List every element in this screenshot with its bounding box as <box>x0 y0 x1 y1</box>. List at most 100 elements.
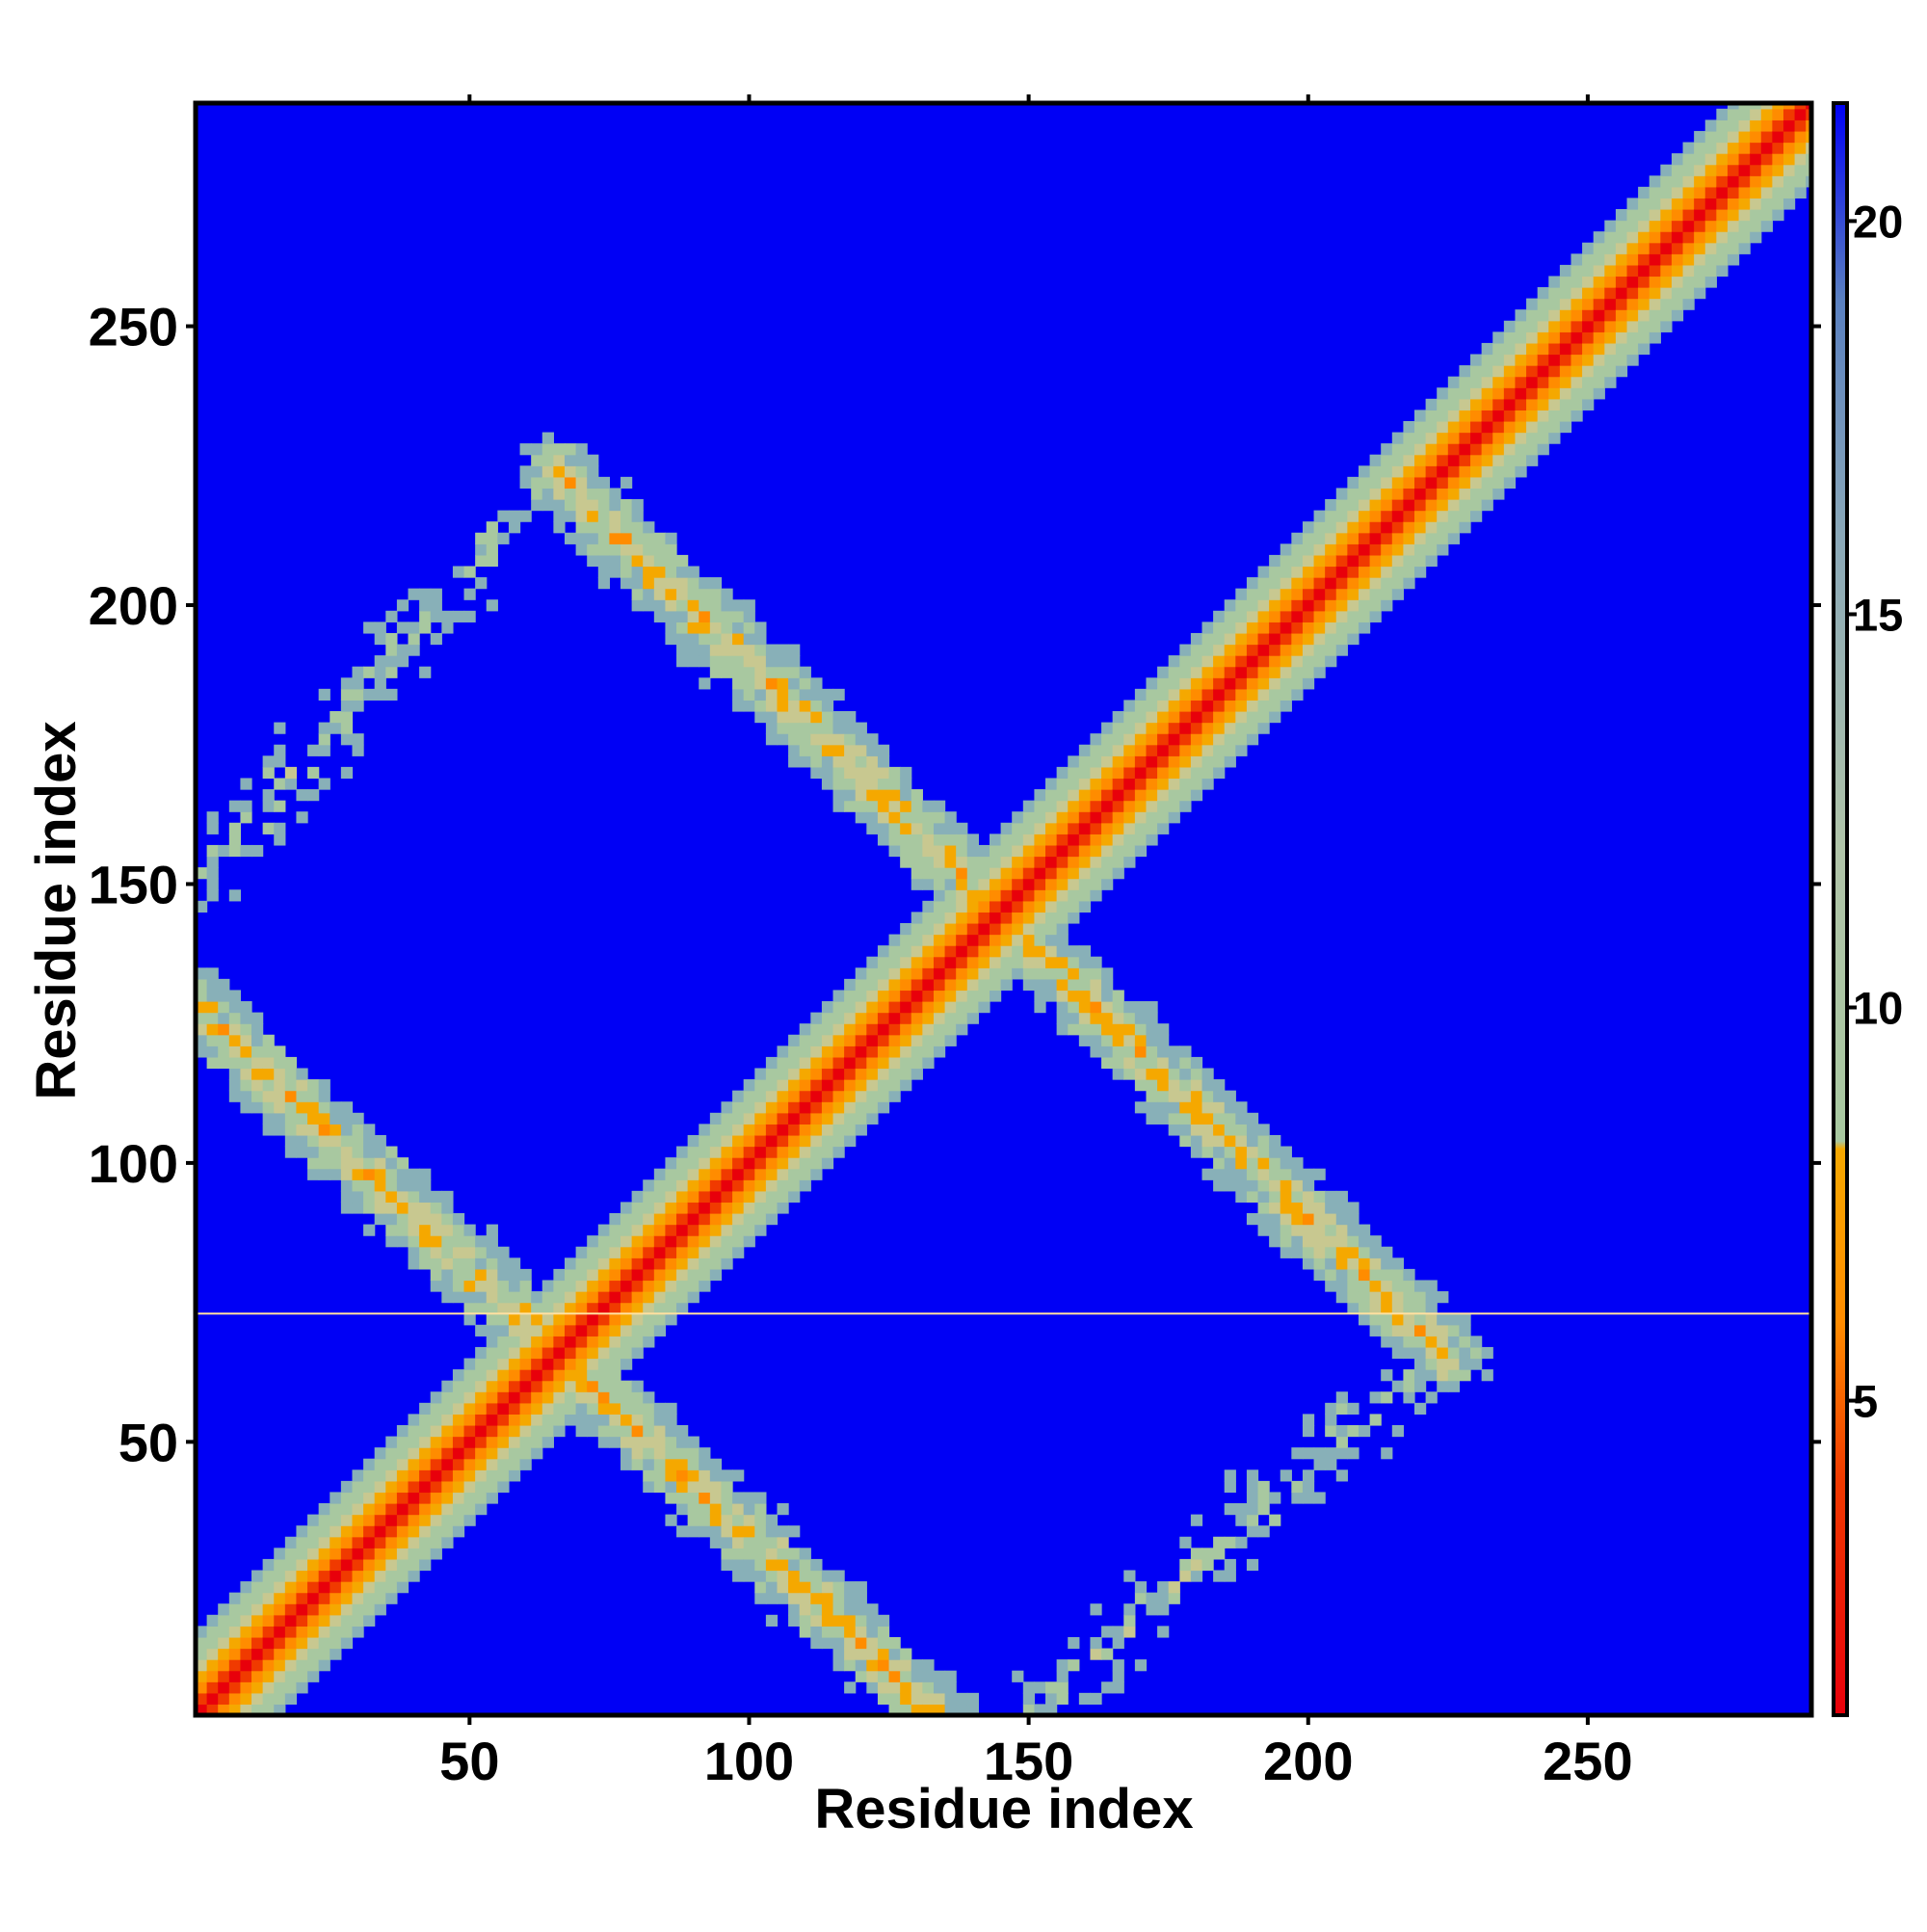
heatmap-cell <box>452 1213 465 1226</box>
heatmap-cell <box>497 1358 510 1370</box>
heatmap-cell <box>855 1581 867 1594</box>
heatmap-cell <box>587 499 599 512</box>
heatmap-cell <box>463 1358 476 1370</box>
heatmap-cell <box>810 1124 823 1136</box>
heatmap-cell <box>206 856 219 868</box>
heatmap-cell <box>1224 1146 1236 1158</box>
heatmap-cell <box>944 1023 957 1036</box>
heatmap-cell <box>911 1681 923 1694</box>
heatmap-cell <box>1034 956 1046 968</box>
heatmap-cell <box>1760 220 1773 232</box>
heatmap-cell <box>553 1313 566 1326</box>
heatmap-cell <box>274 1670 286 1682</box>
heatmap-cell <box>1123 1626 1136 1638</box>
heatmap-cell <box>1134 744 1148 756</box>
heatmap-cell <box>1213 610 1226 622</box>
heatmap-cell <box>1325 1447 1337 1460</box>
heatmap-cell <box>1381 1391 1393 1404</box>
heatmap-cell <box>922 967 935 980</box>
heatmap-cell <box>396 1525 409 1538</box>
heatmap-cell <box>475 1291 488 1304</box>
heatmap-cell <box>1213 655 1226 668</box>
heatmap-cell <box>777 1190 789 1204</box>
heatmap-cell <box>1012 889 1024 902</box>
heatmap-cell <box>1335 488 1348 500</box>
heatmap-cell <box>1626 354 1639 366</box>
heatmap-cell <box>732 666 745 678</box>
heatmap-cell <box>1704 253 1717 266</box>
heatmap-cell <box>1760 186 1773 199</box>
heatmap-cell <box>1134 1045 1148 1058</box>
heatmap-cell <box>396 1179 409 1192</box>
heatmap-cell <box>419 1168 432 1180</box>
heatmap-cell <box>1201 1146 1214 1158</box>
heatmap-cell <box>1190 655 1203 668</box>
heatmap-cell <box>1582 264 1595 278</box>
heatmap-cell <box>1437 432 1449 444</box>
heatmap-cell <box>765 1168 779 1180</box>
heatmap-cell <box>665 1492 677 1504</box>
heatmap-cell <box>597 1224 611 1236</box>
heatmap-cell <box>1112 1045 1124 1058</box>
heatmap-cell <box>262 1045 275 1058</box>
heatmap-cell <box>1515 420 1527 434</box>
heatmap-cell <box>1649 331 1661 344</box>
heatmap-cell <box>1034 867 1046 880</box>
heatmap-cell <box>1235 700 1248 712</box>
heatmap-cell <box>1146 1603 1158 1616</box>
heatmap-cell <box>609 1380 621 1392</box>
heatmap-cell <box>911 1659 923 1672</box>
heatmap-cell <box>1716 142 1729 154</box>
heatmap-cell <box>486 1291 498 1304</box>
heatmap-cell <box>777 1179 789 1192</box>
heatmap-cell <box>754 1157 767 1170</box>
heatmap-cell <box>575 1369 588 1382</box>
heatmap-cell <box>832 1134 845 1148</box>
heatmap-cell <box>1302 554 1315 568</box>
heatmap-cell <box>597 1257 611 1270</box>
y-tick-label: 50 <box>119 1412 178 1472</box>
heatmap-cell <box>587 1324 599 1337</box>
heatmap-cell <box>419 1480 432 1494</box>
heatmap-cell <box>1056 945 1069 958</box>
heatmap-cell <box>1168 1124 1180 1136</box>
heatmap-cell <box>307 1536 320 1548</box>
heatmap-cell <box>553 1336 566 1348</box>
heatmap-cell <box>441 1492 454 1504</box>
heatmap-cell <box>1257 1213 1270 1226</box>
heatmap-cell <box>900 1681 912 1694</box>
heatmap-cell <box>1157 789 1170 802</box>
heatmap-cell <box>643 588 655 600</box>
heatmap-cell <box>1291 644 1304 656</box>
heatmap-cell <box>877 1012 890 1024</box>
heatmap-cell <box>1123 789 1136 802</box>
heatmap-cell <box>1760 103 1773 110</box>
heatmap-cell <box>1403 543 1415 556</box>
heatmap-cell <box>1325 1424 1337 1438</box>
heatmap-cell <box>1201 1079 1214 1092</box>
heatmap-cell <box>564 454 577 466</box>
heatmap-cell <box>653 588 667 600</box>
heatmap-cell <box>1090 778 1102 790</box>
heatmap-cell <box>1425 1291 1438 1304</box>
heatmap-cell <box>810 1558 823 1572</box>
heatmap-cell <box>1437 1336 1449 1348</box>
heatmap-cell <box>1112 1068 1124 1080</box>
heatmap-cell <box>1257 1179 1270 1192</box>
heatmap-cell <box>721 1134 733 1148</box>
heatmap-cell <box>1704 220 1717 232</box>
heatmap-cell <box>721 666 733 678</box>
heatmap-cell <box>1381 543 1393 556</box>
heatmap-cell <box>821 1001 834 1014</box>
heatmap-cell <box>620 1324 633 1337</box>
heatmap-cell <box>609 1302 621 1314</box>
heatmap-cell <box>251 1023 264 1036</box>
heatmap-cell <box>1593 264 1605 278</box>
heatmap-cell <box>754 1213 767 1226</box>
heatmap-cell <box>463 1402 476 1415</box>
heatmap-cell <box>721 1246 733 1258</box>
heatmap-cell <box>922 1681 935 1694</box>
heatmap-cell <box>1201 1548 1214 1560</box>
heatmap-cell <box>475 1268 488 1282</box>
heatmap-cell <box>1056 1001 1069 1014</box>
